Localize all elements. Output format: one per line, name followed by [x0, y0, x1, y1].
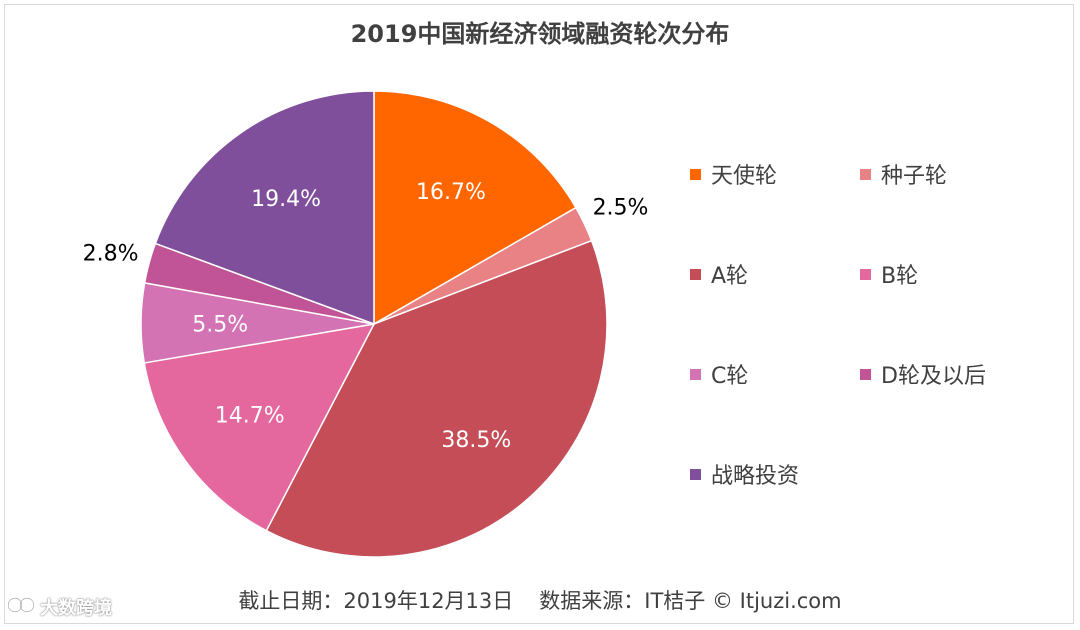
legend-item: 战略投资 — [690, 458, 799, 490]
pie-data-label: 38.5% — [441, 428, 511, 453]
legend-label: A轮 — [711, 264, 749, 289]
chart-footer: 截止日期：2019年12月13日 数据来源：IT桔子 © Itjuzi.com — [0, 585, 1080, 615]
legend-label: 战略投资 — [711, 464, 800, 489]
watermark-logo-icon — [7, 596, 36, 619]
legend-item: 天使轮 — [690, 158, 777, 190]
watermark-text: 大数跨境 — [40, 598, 112, 619]
legend-item: B轮 — [860, 258, 918, 290]
legend-swatch — [690, 368, 701, 380]
chart-frame — [4, 4, 1074, 624]
pie-data-label: 2.8% — [83, 241, 139, 266]
pie-data-label: 19.4% — [251, 187, 321, 212]
pie-slice — [373, 90, 577, 326]
chart-title: 2019中国新经济领域融资轮次分布 — [350, 20, 730, 48]
pie-slice — [265, 239, 608, 558]
legend-label: D轮及以后 — [881, 364, 986, 389]
pie-slice — [143, 323, 376, 532]
legend-item: A轮 — [690, 258, 748, 290]
legend-swatch — [860, 268, 871, 280]
legend-swatch — [690, 468, 701, 480]
legend-item: D轮及以后 — [860, 358, 986, 390]
legend-item: 种子轮 — [860, 158, 947, 190]
legend-swatch — [860, 168, 871, 180]
legend-swatch — [690, 168, 701, 180]
legend-swatch — [690, 268, 701, 280]
legend-item: C轮 — [690, 358, 748, 390]
legend-swatch — [860, 368, 871, 380]
legend-label: B轮 — [881, 264, 919, 289]
watermark: 大数跨境 — [7, 594, 112, 620]
footer-date: 截止日期：2019年12月13日 — [238, 589, 514, 613]
footer-source: 数据来源：IT桔子 © Itjuzi.com — [539, 589, 842, 613]
pie-data-label: 16.7% — [416, 180, 486, 205]
pie-data-label: 14.7% — [215, 404, 285, 429]
pie-slice — [154, 90, 375, 326]
pie-data-label: 2.5% — [593, 196, 649, 221]
legend-label: 天使轮 — [711, 164, 778, 189]
legend-label: C轮 — [711, 364, 749, 389]
legend-label: 种子轮 — [881, 164, 948, 189]
pie-data-label: 5.5% — [192, 312, 248, 337]
